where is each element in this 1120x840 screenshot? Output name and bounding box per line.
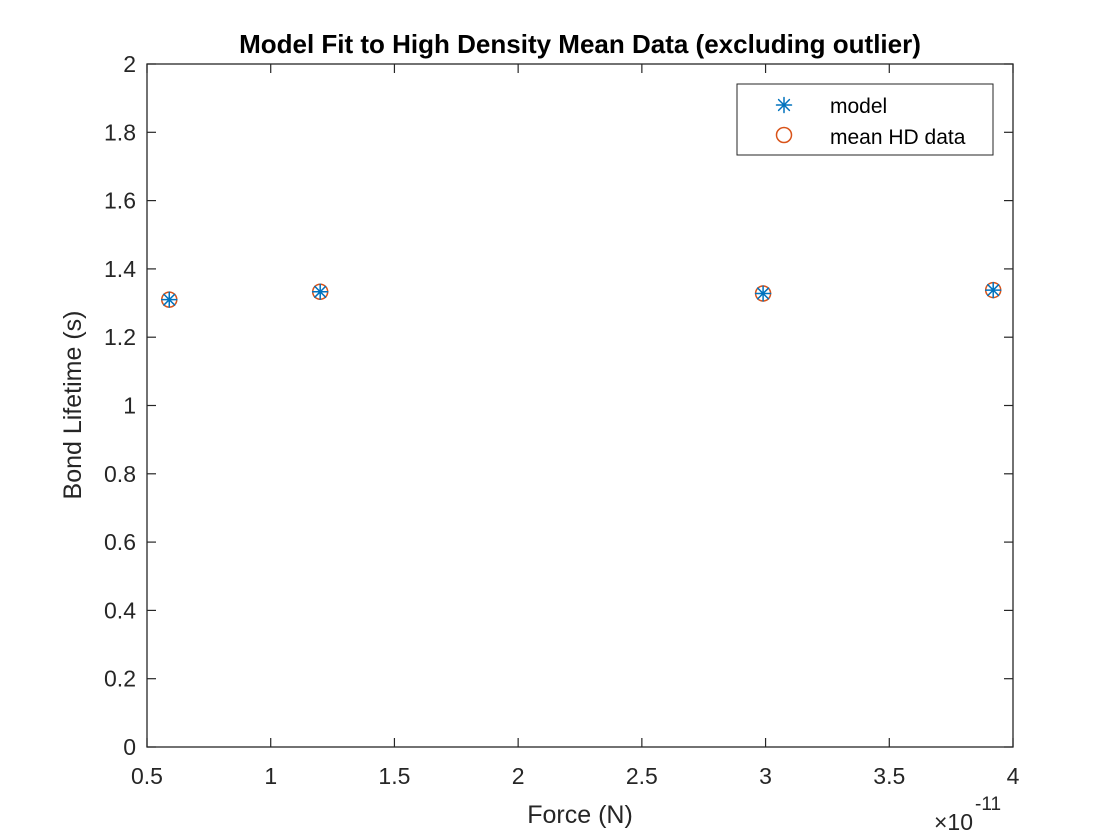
y-tick-label: 1.6	[104, 188, 136, 214]
y-tick-labels: 0 0.2 0.4 0.6 0.8 1 1.2 1.4 1.6 1.8 2	[104, 51, 136, 760]
chart-title: Model Fit to High Density Mean Data (exc…	[239, 29, 921, 59]
x-axis-exponent: ×10 -11	[934, 794, 1001, 835]
legend: model mean HD data	[736, 83, 994, 156]
y-tick-label: 1.8	[104, 119, 136, 145]
data-markers	[161, 281, 1002, 308]
data-point-model	[984, 281, 1002, 299]
y-tick-label: 0.4	[104, 597, 136, 623]
x-tick-labels: 0.5 1 1.5 2 2.5 3 3.5 4	[131, 763, 1020, 789]
y-tick-label: 2	[123, 51, 136, 77]
y-tick-label: 0.8	[104, 461, 136, 487]
x-tick-label: 1.5	[378, 763, 410, 789]
y-tick-label: 0.2	[104, 666, 136, 692]
y-tick-label: 1.2	[104, 324, 136, 350]
x-tick-label: 3	[759, 763, 772, 789]
x-exponent-power: -11	[975, 794, 1001, 815]
x-tick-label: 2	[512, 763, 525, 789]
x-tick-label: 0.5	[131, 763, 163, 789]
data-point-model	[311, 283, 329, 301]
y-tick-label: 1	[123, 393, 136, 419]
y-tick-label: 0	[123, 734, 136, 760]
legend-asterisk-icon	[775, 96, 793, 114]
tick-marks	[146, 63, 1014, 748]
y-axis-label: Bond Lifetime (s)	[59, 311, 87, 500]
x-tick-label: 2.5	[626, 763, 658, 789]
data-point-model	[754, 285, 772, 302]
plot-area	[147, 64, 1013, 747]
legend-circle-icon	[775, 126, 793, 144]
x-tick-label: 1	[264, 763, 277, 789]
x-exponent-base: ×10	[934, 809, 973, 835]
plot-frame	[146, 63, 1014, 748]
x-axis-label: Force (N)	[527, 801, 633, 829]
y-tick-label: 0.6	[104, 529, 136, 555]
y-tick-label: 1.4	[104, 256, 136, 282]
legend-marker-model	[775, 96, 793, 114]
x-tick-label: 4	[1007, 763, 1020, 789]
legend-marker-mean-hd-data	[775, 126, 793, 144]
data-point-model	[161, 291, 178, 308]
legend-label-mean-hd-data: mean HD data	[830, 126, 966, 149]
legend-label-model: model	[830, 95, 887, 118]
legend-box	[736, 83, 994, 156]
x-tick-label: 3.5	[873, 763, 905, 789]
